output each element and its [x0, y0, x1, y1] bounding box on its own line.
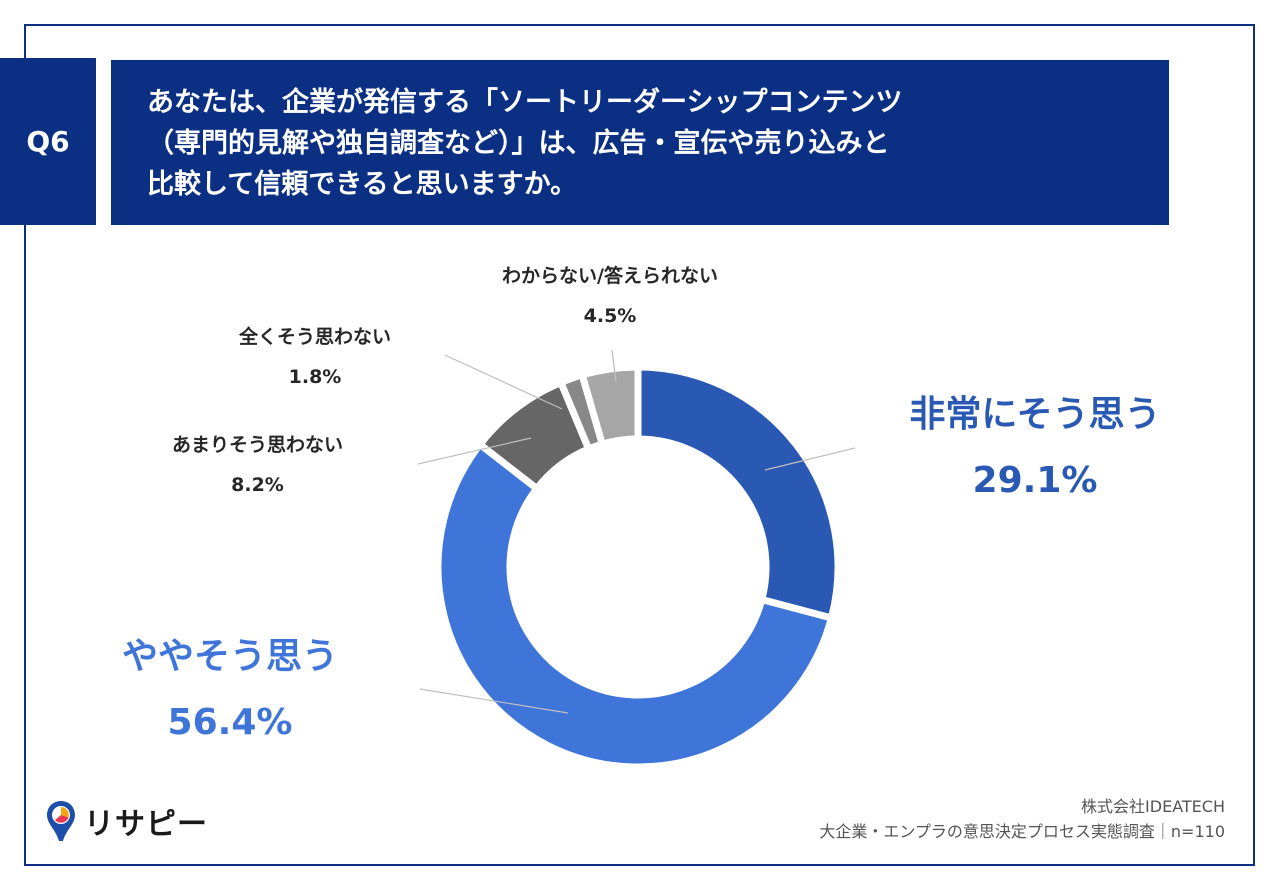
leader-line-not-much [417, 437, 532, 465]
slice-label-not-at-all: 全くそう思わない 1.8% [200, 317, 430, 397]
question-line-2: （専門的見解や独自調査など）」は、広告・宣伝や売り込みと [147, 128, 890, 159]
leader-line-very-much [764, 447, 856, 471]
brand-name: リサピー [84, 807, 208, 842]
question-line-1: あなたは、企業が発信する「ソートリーダーシップコンテンツ [147, 87, 903, 118]
question-line-3: 比較して信頼できると思いますか。 [147, 169, 578, 200]
slice-label-dont-know-value: 4.5% [583, 305, 637, 327]
page-frame [24, 24, 1255, 866]
question-number: Q6 [0, 58, 96, 225]
source-survey: 大企業・エンプラの意思決定プロセス実態調査｜n=110 [819, 822, 1225, 841]
brand-logo: リサピー [46, 797, 208, 845]
leader-line-not-at-all [444, 354, 563, 410]
slice-label-very-much: 非常にそう思う 29.1% [890, 382, 1180, 514]
slice-label-very-much-name: 非常にそう思う [909, 394, 1161, 435]
question-text: あなたは、企業が発信する「ソートリーダーシップコンテンツ （専門的見解や独自調査… [111, 60, 1169, 225]
slice-label-very-much-value: 29.1% [972, 460, 1098, 501]
slice-dont-know [577, 363, 642, 449]
slice-label-not-at-all-value: 1.8% [288, 366, 342, 388]
leader-line-dont-know [611, 349, 617, 383]
slice-very-much [634, 363, 842, 623]
slice-label-somewhat: ややそう思う 56.4% [95, 624, 365, 756]
slice-label-not-much: あまりそう思わない 8.2% [135, 425, 380, 505]
leader-line-somewhat [419, 688, 569, 714]
slice-label-not-at-all-name: 全くそう思わない [238, 326, 391, 348]
slice-label-dont-know: わからない/答えられない 4.5% [460, 256, 760, 336]
source-company: 株式会社IDEATECH [1081, 797, 1225, 816]
pin-icon [47, 801, 75, 841]
slice-label-somewhat-value: 56.4% [167, 702, 293, 743]
slice-label-dont-know-name: わからない/答えられない [502, 265, 718, 287]
slice-label-not-much-name: あまりそう思わない [171, 434, 343, 456]
slice-somewhat [434, 439, 836, 771]
source-note: 株式会社IDEATECH 大企業・エンプラの意思決定プロセス実態調査｜n=110 [819, 794, 1225, 844]
slice-label-not-much-value: 8.2% [231, 474, 284, 496]
slice-label-somewhat-name: ややそう思う [121, 636, 338, 677]
